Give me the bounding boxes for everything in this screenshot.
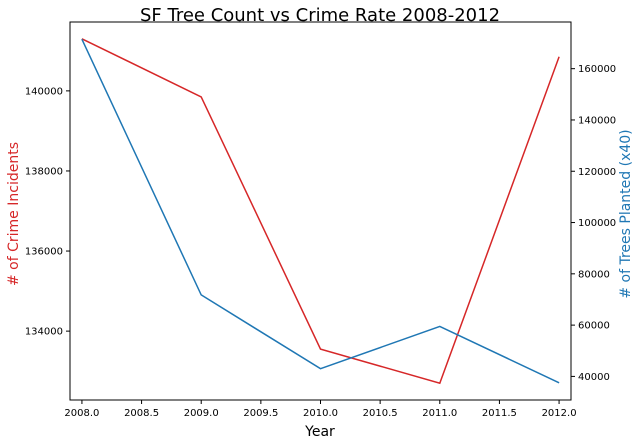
plot-frame bbox=[69, 21, 572, 401]
series-line-crime bbox=[81, 38, 560, 385]
y-right-tick-label: 60000 bbox=[578, 321, 610, 332]
x-tick-label: 2011.0 bbox=[422, 408, 457, 419]
y-left-tick-label: 136000 bbox=[25, 247, 63, 258]
chart-title: SF Tree Count vs Crime Rate 2008-2012 bbox=[140, 5, 500, 26]
x-ticks: 2008.0 2008.5 2009.0 2009.5 2010.0 2010.5 2011… bbox=[64, 400, 577, 419]
series-layer bbox=[81, 38, 560, 385]
x-tick-label: 2010.5 bbox=[363, 408, 398, 419]
y-left-tick-label: 140000 bbox=[25, 86, 63, 97]
y-right-tick-label: 40000 bbox=[578, 372, 610, 383]
y-right-axis-label: # of Trees Planted (x40) bbox=[618, 129, 634, 298]
y-right-tick-label: 120000 bbox=[578, 167, 616, 178]
y-right-tick-label: 100000 bbox=[578, 218, 616, 229]
y-left-tick-label: 138000 bbox=[25, 166, 63, 177]
x-tick-label: 2012.0 bbox=[542, 408, 577, 419]
x-tick-label: 2009.5 bbox=[243, 408, 278, 419]
x-tick-label: 2009.0 bbox=[184, 408, 219, 419]
y-left-ticks: 134000 136000 138000 140000 bbox=[25, 86, 70, 338]
y-left-axis-label: # of Crime Incidents bbox=[6, 142, 22, 286]
x-tick-label: 2008.5 bbox=[124, 408, 159, 419]
x-tick-label: 2008.0 bbox=[64, 408, 99, 419]
y-left-tick-label: 134000 bbox=[25, 327, 63, 338]
x-axis-label: Year bbox=[304, 424, 335, 440]
y-right-tick-label: 80000 bbox=[578, 269, 610, 280]
y-right-ticks: 40000 60000 80000 100000 120000 140000 160000 bbox=[571, 64, 616, 383]
y-right-tick-label: 140000 bbox=[578, 115, 616, 126]
x-tick-label: 2010.0 bbox=[303, 408, 338, 419]
series-line-trees bbox=[81, 38, 560, 384]
x-tick-label: 2011.5 bbox=[482, 408, 517, 419]
y-right-tick-label: 160000 bbox=[578, 64, 616, 75]
